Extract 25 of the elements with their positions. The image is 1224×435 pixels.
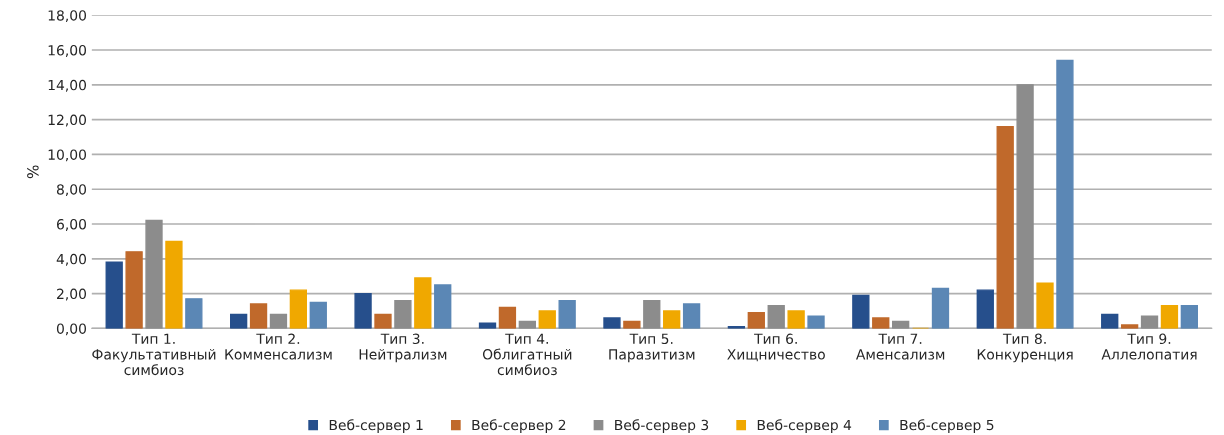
y-tick-label: 12,00	[48, 114, 87, 127]
y-tick-label: 16,00	[48, 44, 87, 57]
x-tick-label: Тип 1. Факультативный симбиоз	[92, 333, 216, 376]
y-tick-label: 8,00	[56, 184, 87, 197]
x-tick-label: Тип 5. Паразитизм	[609, 333, 695, 363]
y-tick-label: 10,00	[48, 149, 87, 162]
legend-label: Веб-сервер 5	[900, 419, 994, 433]
x-tick-label: Тип 6. Хищничество	[727, 333, 825, 362]
legend-label: Веб-сервер 4	[757, 419, 852, 433]
y-tick-label: 18,00	[48, 10, 87, 23]
legend-label: Веб-сервер 3	[615, 419, 709, 433]
legend-label: Веб-сервер 2	[472, 419, 566, 433]
x-tick-label: Тип 8. Конкуренция	[977, 333, 1073, 363]
x-tick-label: Тип 9. Аллелопатия	[1101, 333, 1197, 360]
y-tick-label: 4,00	[56, 253, 87, 266]
x-tick-label: Тип 3. Нейтрализм	[359, 333, 447, 363]
y-tick-label: 6,00	[56, 218, 87, 231]
x-tick-label: Тип 7. Аменсализм	[856, 333, 945, 360]
y-axis-title: %	[27, 165, 39, 179]
y-tick-label: 0,00	[56, 323, 87, 336]
y-tick-label: 14,00	[48, 79, 87, 92]
x-tick-label: Тип 2. Комменсализм	[225, 333, 332, 360]
x-tick-label: Тип 4. Облигатный симбиоз	[482, 333, 572, 376]
y-tick-label: 2,00	[57, 288, 87, 301]
legend-label: Веб-сервер 1	[329, 419, 423, 433]
